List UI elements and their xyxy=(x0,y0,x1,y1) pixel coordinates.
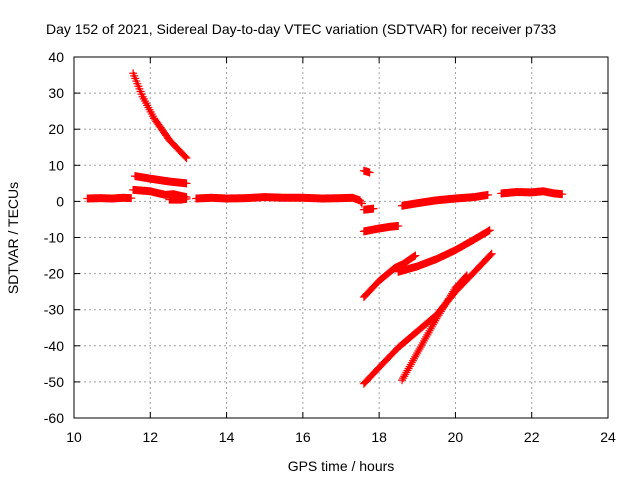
data-point-markers xyxy=(359,166,374,177)
x-tick-label: 20 xyxy=(448,429,464,445)
data-point-markers xyxy=(497,187,567,199)
data-point-markers xyxy=(359,221,403,236)
y-tick-label: 10 xyxy=(48,157,64,173)
chart-title: Day 152 of 2021, Sidereal Day-to-day VTE… xyxy=(46,21,556,37)
data-track xyxy=(359,251,420,302)
y-tick-label: -30 xyxy=(44,302,64,318)
data-track xyxy=(131,172,191,188)
x-axis-label: GPS time / hours xyxy=(288,458,395,474)
y-tick-label: -10 xyxy=(44,230,64,246)
data-point-markers xyxy=(359,249,496,388)
y-tick-label: -50 xyxy=(44,374,64,390)
y-axis-label: SDTVAR / TECUs xyxy=(5,182,21,294)
data-points xyxy=(83,69,567,388)
data-point-markers xyxy=(359,251,420,302)
y-tick-label: -20 xyxy=(44,266,64,282)
data-point-markers xyxy=(129,69,191,163)
data-track xyxy=(398,190,492,210)
x-tick-label: 12 xyxy=(142,429,158,445)
data-point-markers xyxy=(394,226,494,276)
data-point-markers xyxy=(131,172,191,188)
data-track xyxy=(497,187,567,199)
y-tick-label: -40 xyxy=(44,338,64,354)
data-track xyxy=(359,204,378,214)
data-point-markers xyxy=(165,194,191,204)
data-track xyxy=(165,194,191,204)
data-track xyxy=(359,166,374,177)
data-point-markers xyxy=(398,271,471,385)
data-track xyxy=(398,271,471,385)
data-track xyxy=(129,69,191,163)
x-tick-label: 16 xyxy=(295,429,311,445)
data-point-markers xyxy=(83,193,136,203)
y-tick-label: 0 xyxy=(56,193,64,209)
y-tick-label: -60 xyxy=(44,410,64,426)
grid xyxy=(74,57,608,418)
data-track xyxy=(359,249,496,388)
data-track xyxy=(359,221,403,236)
data-track xyxy=(192,193,366,208)
y-tick-label: 30 xyxy=(48,85,64,101)
x-tick-label: 22 xyxy=(524,429,540,445)
data-track xyxy=(394,226,494,276)
data-point-markers xyxy=(359,204,378,214)
x-tick-label: 24 xyxy=(600,429,616,445)
y-tick-label: 40 xyxy=(48,49,64,65)
x-tick-label: 14 xyxy=(219,429,235,445)
x-tick-label: 10 xyxy=(66,429,82,445)
data-point-markers xyxy=(192,193,366,208)
data-track xyxy=(83,193,136,203)
axis-ticks: 10 12 14 16 18 20 22 24 -60 -50 -40 -30 -20 -10 0 10 20 3… xyxy=(44,49,616,445)
x-tick-label: 18 xyxy=(371,429,387,445)
data-point-markers xyxy=(398,190,492,210)
y-tick-label: 20 xyxy=(48,121,64,137)
